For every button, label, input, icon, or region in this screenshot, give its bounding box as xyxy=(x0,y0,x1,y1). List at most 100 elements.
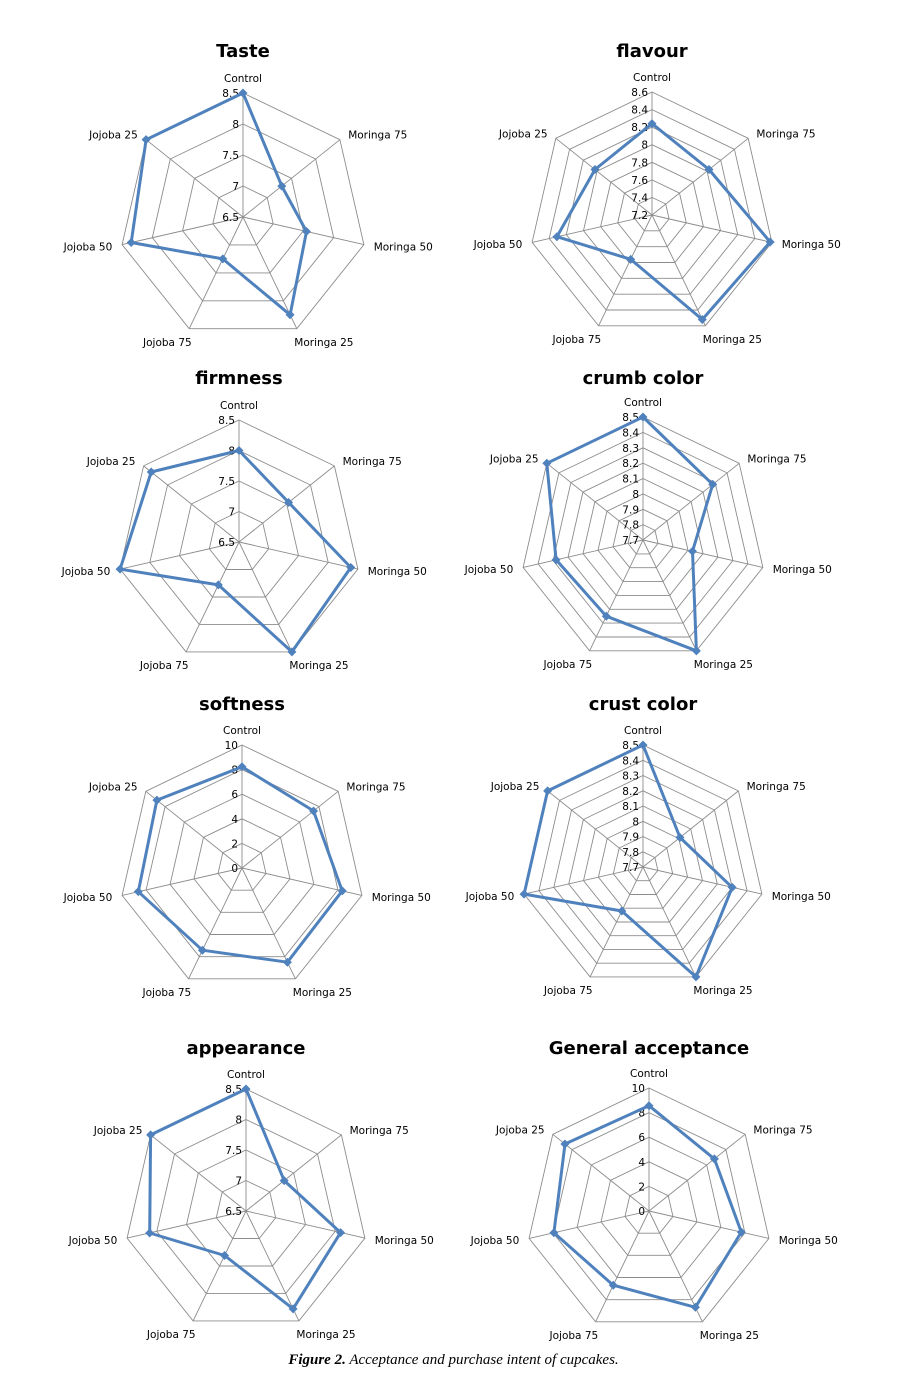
axis-spoke xyxy=(245,1134,342,1212)
tick-label: 0 xyxy=(231,863,238,875)
axis-spoke xyxy=(188,867,243,979)
data-point-jojoba-25 xyxy=(146,1130,156,1140)
tick-label: 7.9 xyxy=(622,504,639,516)
series-line xyxy=(555,122,772,321)
axis-spoke xyxy=(546,462,644,541)
category-label-moringa-25: Moringa 25 xyxy=(700,1330,759,1342)
axis-spoke xyxy=(145,790,243,869)
grid-ring xyxy=(522,416,764,652)
series-line xyxy=(522,743,734,979)
grid-ring xyxy=(565,126,739,295)
grid-ring xyxy=(156,1119,336,1294)
series-line xyxy=(545,415,715,653)
axis-spoke xyxy=(238,541,358,570)
tick-label: 6 xyxy=(231,789,238,801)
category-label-moringa-75: Moringa 75 xyxy=(747,781,806,793)
data-point-control xyxy=(237,762,247,772)
data-point-moringa-50 xyxy=(687,546,697,556)
category-label-control: Control xyxy=(633,72,671,84)
category-label-moringa-75: Moringa 75 xyxy=(348,130,407,142)
series-line xyxy=(148,1087,343,1311)
data-point-jojoba-75 xyxy=(218,254,228,264)
category-label-jojoba-25: Jojoba 25 xyxy=(93,1125,143,1137)
axis-spoke xyxy=(648,1210,770,1239)
tick-label: 2 xyxy=(231,838,238,850)
grid-ring xyxy=(627,851,659,882)
category-label-jojoba-25: Jojoba 25 xyxy=(489,453,539,465)
figure-caption: Figure 2. Acceptance and purchase intent… xyxy=(0,1352,907,1369)
axis-spoke xyxy=(150,1134,247,1212)
tick-label: 6.5 xyxy=(218,537,235,549)
axis-spoke xyxy=(589,866,644,978)
grid-ring xyxy=(182,154,304,274)
data-point-moringa-50 xyxy=(337,886,347,896)
category-label-moringa-50: Moringa 50 xyxy=(772,891,831,903)
data-point-moringa-75 xyxy=(708,479,718,489)
category-label-moringa-75: Moringa 75 xyxy=(350,1125,409,1137)
axis-spoke xyxy=(192,1210,247,1322)
category-label-jojoba-50: Jojoba 50 xyxy=(464,564,514,576)
tick-label: 7.5 xyxy=(218,476,235,488)
category-label-moringa-50: Moringa 50 xyxy=(372,892,431,904)
grid-ring xyxy=(583,805,703,923)
category-label-moringa-75: Moringa 75 xyxy=(756,128,815,140)
tick-label: 7.2 xyxy=(631,210,648,222)
category-label-jojoba-50: Jojoba 50 xyxy=(63,892,113,904)
data-point-jojoba-25 xyxy=(543,786,553,796)
grid-ring xyxy=(576,1136,722,1278)
category-label-moringa-50: Moringa 50 xyxy=(779,1235,838,1247)
axis-spoke xyxy=(589,539,644,651)
axis-spoke xyxy=(651,214,773,243)
tick-label: 7.7 xyxy=(622,535,639,547)
category-label-moringa-25: Moringa 25 xyxy=(296,1329,355,1341)
category-label-jojoba-25: Jojoba 25 xyxy=(495,1124,545,1136)
axis-spoke xyxy=(642,539,764,568)
tick-label: 8 xyxy=(632,816,639,828)
chart-title: General acceptance xyxy=(549,1038,750,1059)
tick-label: 8 xyxy=(641,140,648,152)
data-point-jojoba-75 xyxy=(617,906,627,916)
data-point-moringa-25 xyxy=(288,1304,298,1314)
data-point-moringa-25 xyxy=(287,647,297,657)
data-point-moringa-75 xyxy=(675,833,685,843)
tick-label: 8.4 xyxy=(622,755,639,767)
grid-ring xyxy=(212,185,274,246)
grid-ring xyxy=(186,1149,306,1267)
data-point-moringa-25 xyxy=(282,957,292,967)
axis-spoke xyxy=(555,137,653,216)
data-point-moringa-25 xyxy=(285,310,295,320)
axis-spoke xyxy=(185,541,240,653)
category-label-jojoba-75: Jojoba 75 xyxy=(543,985,593,997)
category-label-jojoba-50: Jojoba 50 xyxy=(68,1235,118,1247)
grid-ring xyxy=(582,478,704,596)
tick-label: 7.8 xyxy=(622,847,639,859)
category-label-moringa-25: Moringa 25 xyxy=(694,659,753,671)
axis-spoke xyxy=(121,867,243,896)
category-label-moringa-75: Moringa 75 xyxy=(343,456,402,468)
chart-title: crust color xyxy=(589,694,698,715)
chart-title: Taste xyxy=(216,41,270,62)
axis-spoke xyxy=(523,866,644,895)
category-label-moringa-25: Moringa 25 xyxy=(289,660,348,672)
data-point-control xyxy=(638,412,648,422)
tick-label: 7.8 xyxy=(631,157,648,169)
grid-ring xyxy=(119,419,359,653)
category-label-jojoba-50: Jojoba 50 xyxy=(473,239,523,251)
data-point-moringa-75 xyxy=(277,181,287,191)
data-point-jojoba-75 xyxy=(220,1251,230,1261)
category-label-moringa-50: Moringa 50 xyxy=(368,566,427,578)
tick-label: 7.4 xyxy=(631,192,648,204)
data-point-jojoba-50 xyxy=(552,232,562,242)
category-label-control: Control xyxy=(630,1068,668,1080)
tick-label: 7 xyxy=(228,507,235,519)
tick-label: 7.8 xyxy=(622,520,639,532)
category-label-moringa-50: Moringa 50 xyxy=(782,239,841,251)
category-label-control: Control xyxy=(624,397,662,409)
tick-label: 0 xyxy=(638,1206,645,1218)
series-line xyxy=(118,449,353,654)
data-point-jojoba-75 xyxy=(197,945,207,955)
category-label-jojoba-75: Jojoba 75 xyxy=(543,659,593,671)
tick-label: 7.5 xyxy=(222,150,239,162)
